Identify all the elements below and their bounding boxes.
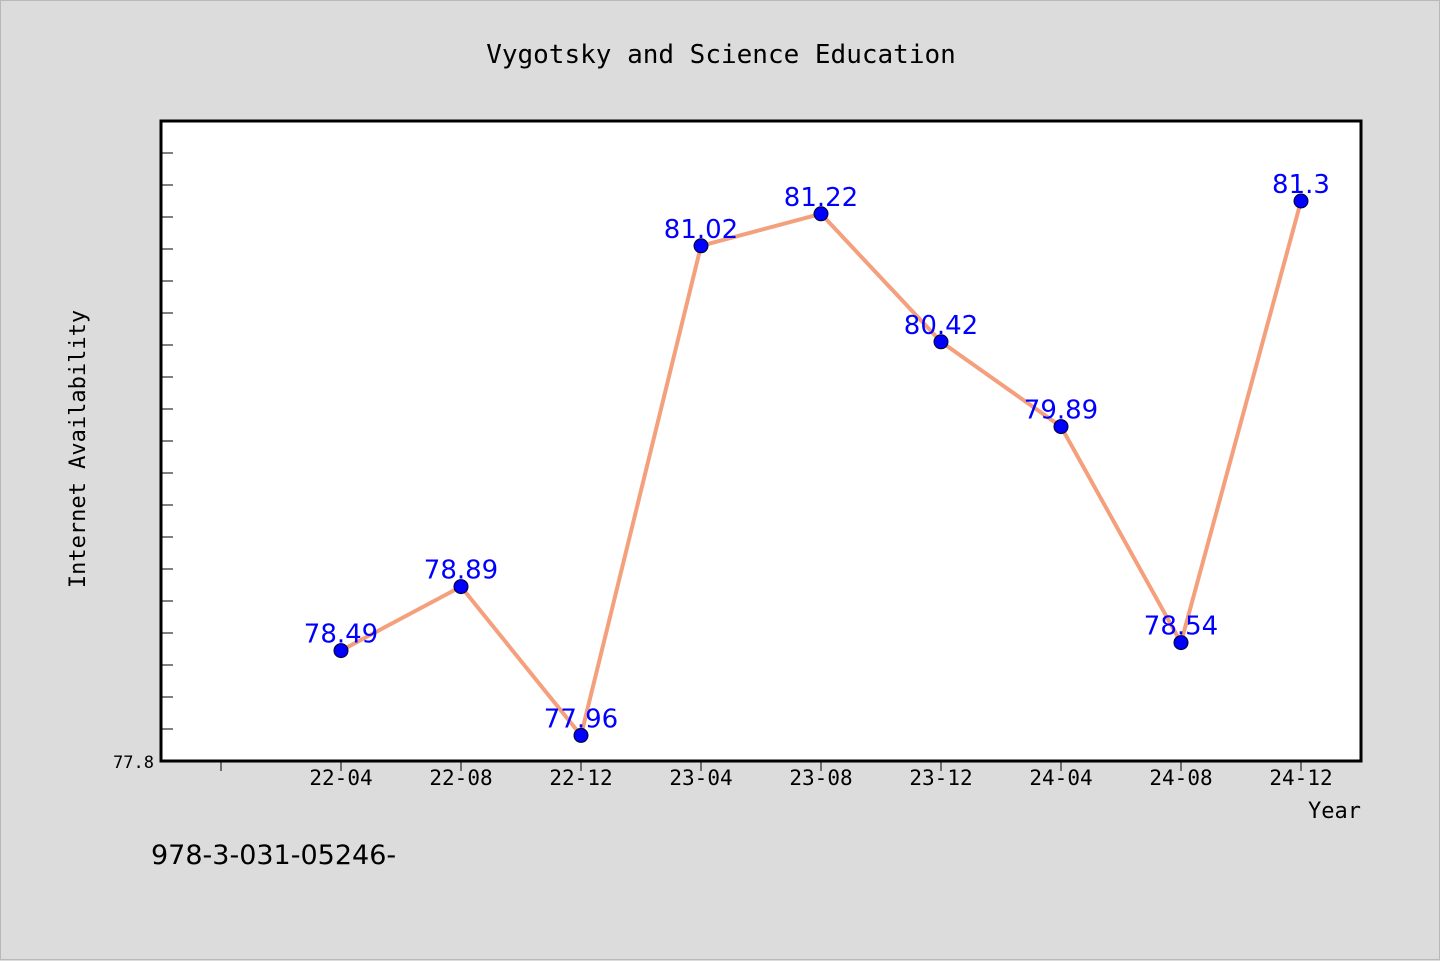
data-label: 81.22 — [784, 183, 858, 213]
x-tick-label: 23-12 — [909, 766, 972, 790]
data-labels: 78.49 78.89 77.96 81.02 81.22 80.42 79.89 78.54… — [304, 170, 1330, 734]
chart-title: Vygotsky and Science Education — [486, 40, 956, 70]
data-label: 78.54 — [1144, 612, 1218, 642]
data-point — [933, 334, 949, 350]
x-tick-label: 23-04 — [669, 766, 732, 790]
footer-note: 978-3-031-05246- — [151, 840, 396, 871]
data-point — [453, 579, 469, 595]
x-axis-label: Year — [1308, 799, 1361, 824]
x-axis-ticks: 22-04 22-08 22-12 23-04 23-08 23-12 24-04 24-08… — [220, 761, 1333, 790]
data-label: 78.49 — [304, 620, 378, 650]
y-tick-label: 77.8 — [113, 753, 154, 773]
data-point — [1173, 635, 1189, 651]
data-point — [693, 238, 709, 254]
y-axis-ticks: 77.8 — [113, 120, 173, 773]
data-label: 78.89 — [424, 556, 498, 586]
plot-area — [159, 119, 1363, 763]
x-tick-label: 24-08 — [1149, 766, 1212, 790]
data-point — [813, 206, 829, 222]
data-label: 77.96 — [544, 704, 618, 734]
data-point — [573, 727, 589, 743]
x-tick-label: 22-04 — [309, 766, 372, 790]
data-label: 81.02 — [664, 215, 738, 245]
data-point — [333, 643, 349, 659]
y-axis-label: Internet Availability — [66, 310, 91, 588]
data-label: 80.42 — [904, 311, 978, 341]
data-label: 79.89 — [1024, 396, 1098, 426]
x-tick-label: 23-08 — [789, 766, 852, 790]
x-tick-label: 22-12 — [549, 766, 612, 790]
x-tick-label: 24-04 — [1029, 766, 1092, 790]
x-tick-label: 22-08 — [429, 766, 492, 790]
data-label: 81.3 — [1272, 170, 1330, 200]
series-markers — [333, 193, 1309, 743]
x-tick-label: 24-12 — [1269, 766, 1332, 790]
data-point — [1053, 419, 1069, 435]
data-point — [1293, 193, 1309, 209]
